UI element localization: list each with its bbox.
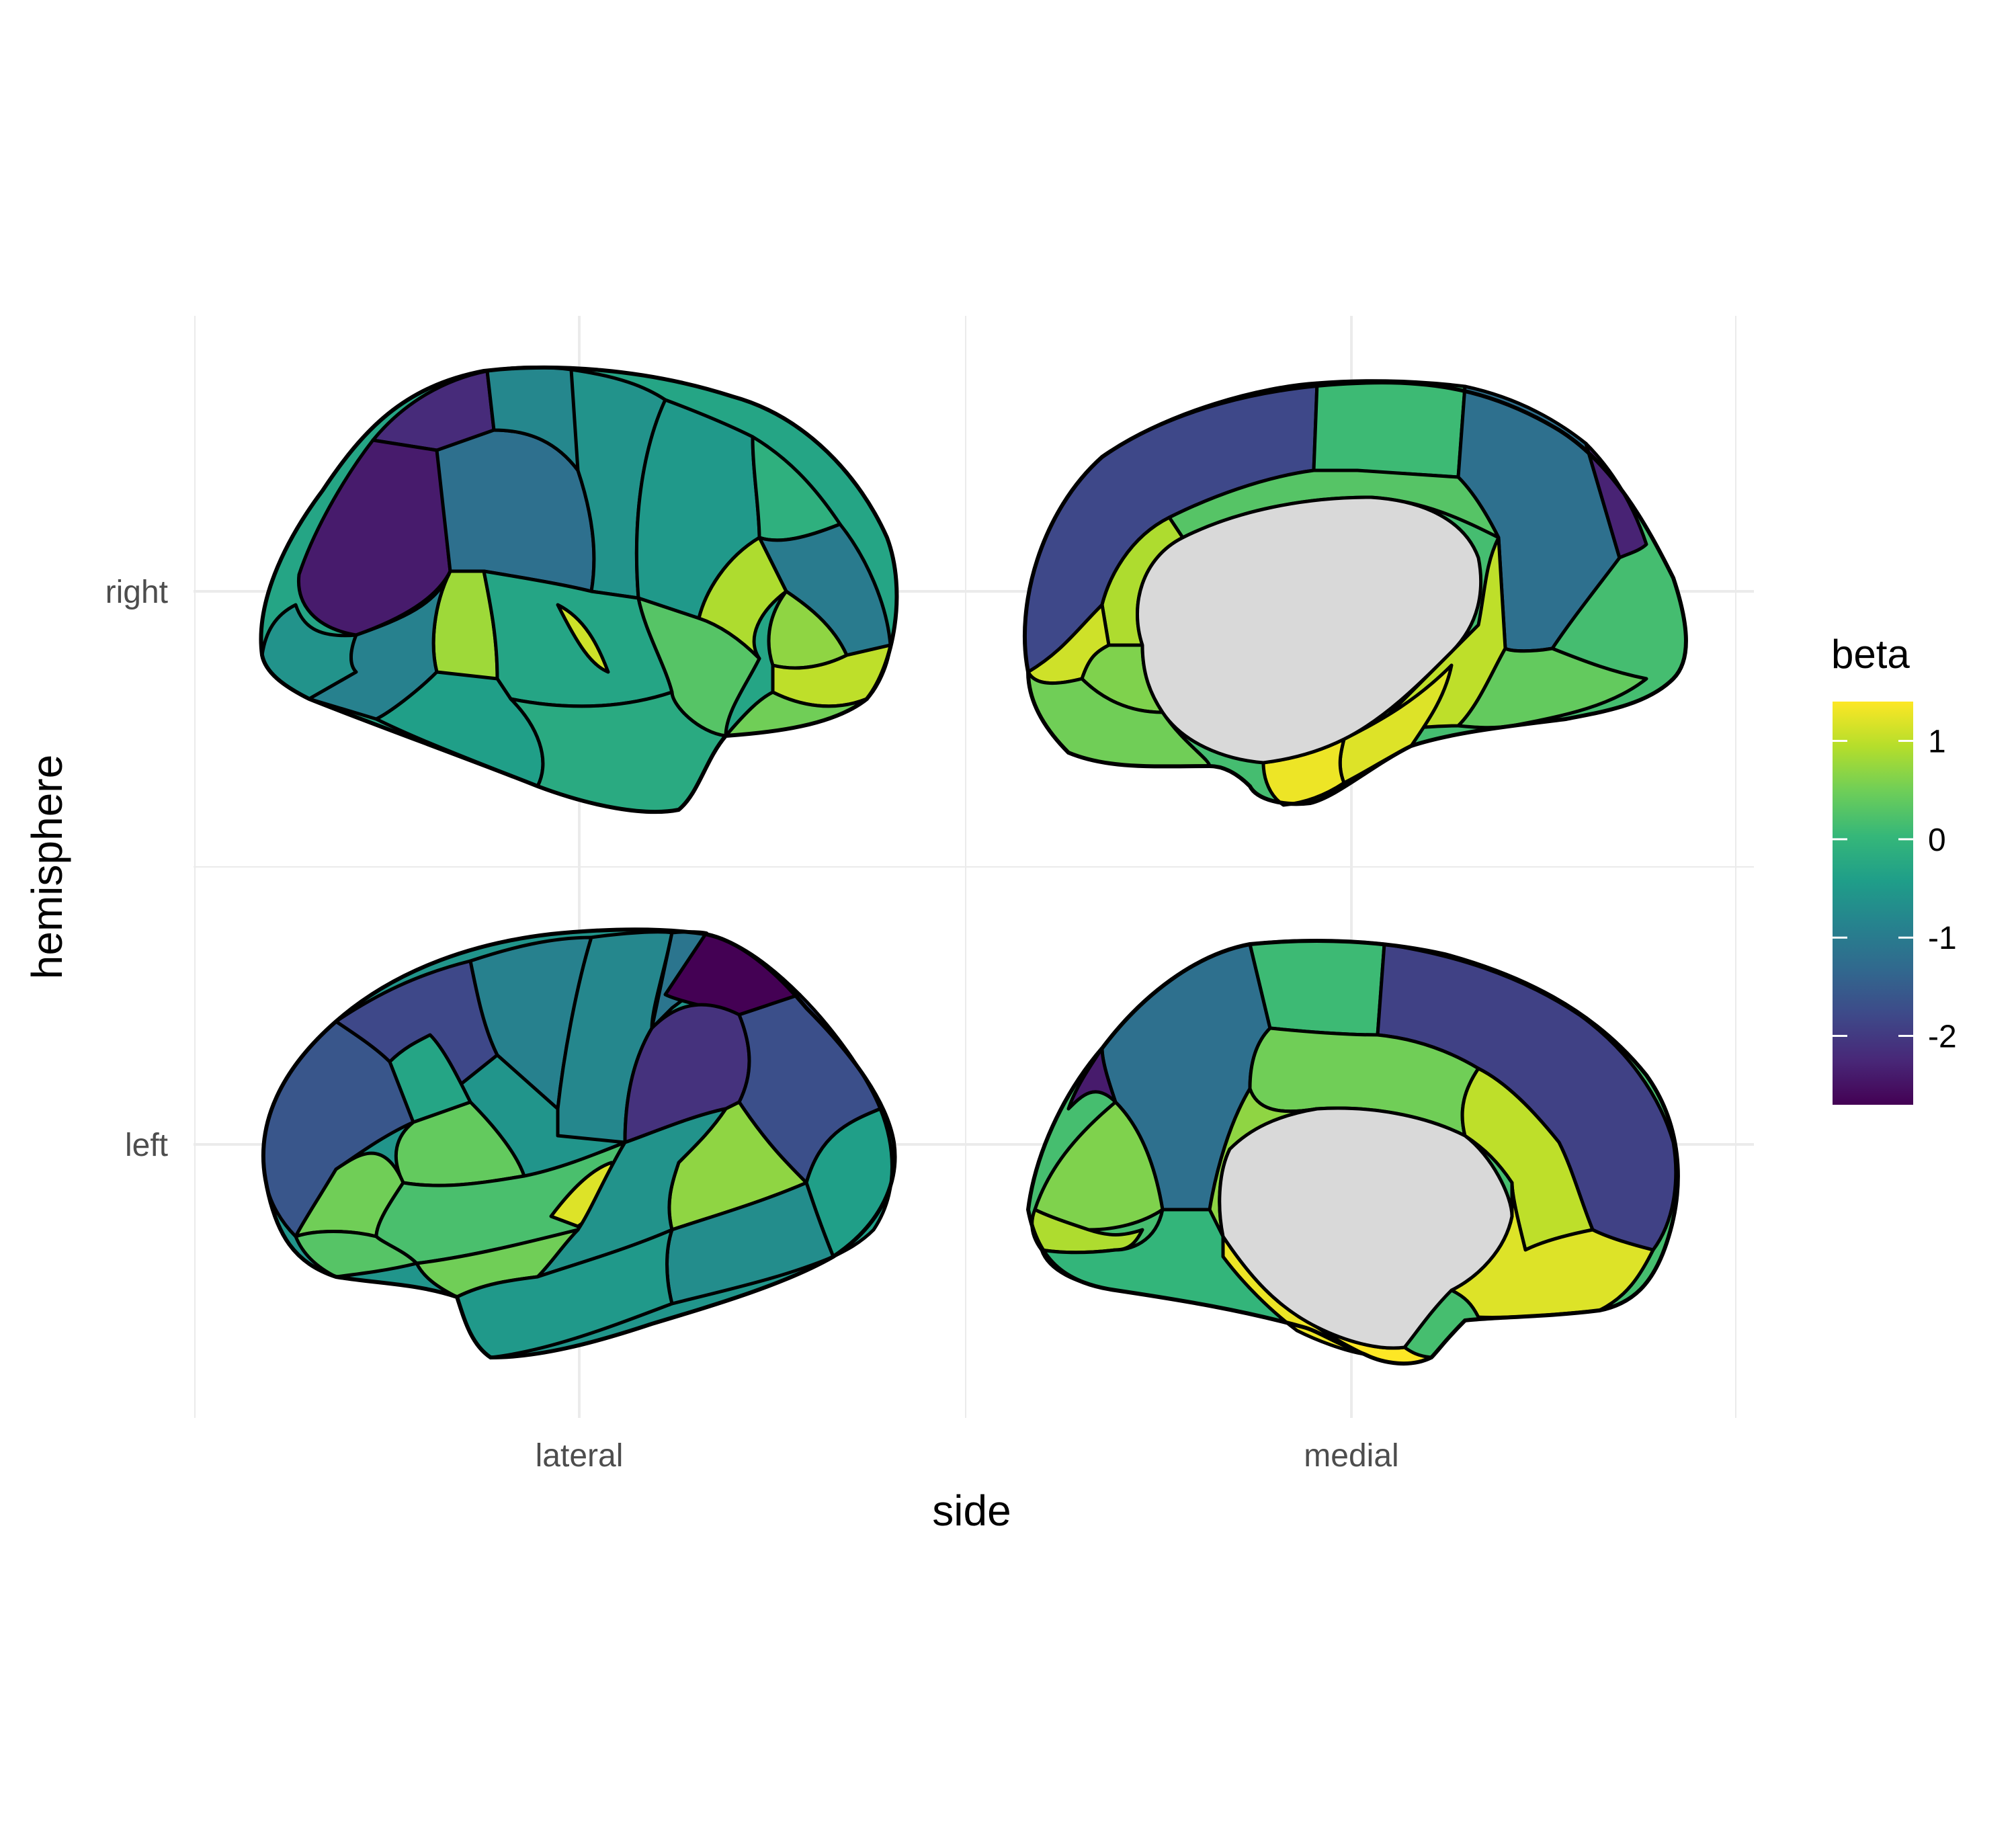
panel-right-lateral — [259, 365, 899, 814]
hemisphere-contour — [1023, 380, 1688, 806]
hemisphere-contour — [259, 365, 899, 814]
medial-wall — [1136, 495, 1483, 765]
brain-region-r-med-2 — [1312, 379, 1467, 479]
brain-panels — [259, 365, 1688, 1366]
legend-colorbar — [1833, 702, 1913, 1105]
medial-wall — [1218, 1106, 1514, 1350]
x-tick-medial: medial — [1304, 1438, 1398, 1474]
brain-region-r-lat-18 — [307, 569, 452, 721]
brain-region-r-lat-13 — [697, 536, 788, 661]
brain-region-l-med-13 — [1066, 1046, 1118, 1111]
x-tick-lateral: lateral — [536, 1438, 624, 1474]
y-tick-left: left — [125, 1128, 168, 1163]
panel-left-lateral — [261, 927, 897, 1360]
y-axis-title: hemisphere — [23, 755, 71, 979]
brain-region-r-lat-11 — [556, 603, 610, 674]
legend-ticks: 1 0 -1 -2 — [1833, 724, 1957, 1055]
y-tick-right: right — [106, 575, 168, 610]
brain-region-r-med-10 — [1456, 646, 1648, 730]
panel-right-medial — [1023, 379, 1688, 807]
legend-tick-label: 1 — [1928, 724, 1946, 760]
brain-region-l-med-2 — [1248, 939, 1386, 1037]
hemisphere-contour — [261, 927, 897, 1360]
legend-tick-label: -1 — [1928, 921, 1957, 956]
legend-title: beta — [1831, 632, 1910, 677]
x-axis-title: side — [932, 1486, 1011, 1535]
legend: beta 1 0 -1 -2 — [1831, 632, 1957, 1105]
legend-tick-label: 0 — [1928, 823, 1946, 858]
panel-left-medial — [1025, 939, 1680, 1366]
hemisphere-contour — [1025, 939, 1680, 1366]
legend-tick-label: -2 — [1928, 1019, 1957, 1055]
brain-region-r-med-13 — [1584, 442, 1648, 560]
